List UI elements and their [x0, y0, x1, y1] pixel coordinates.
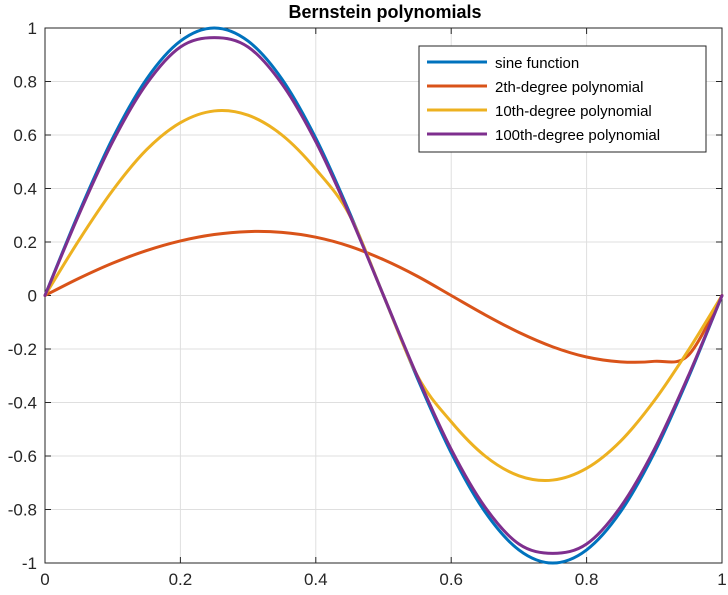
legend: sine function 2th-degree polynomial 10th-d…	[418, 45, 707, 153]
y-tick-label: -0.2	[8, 340, 37, 359]
x-tick-label: 0.4	[304, 570, 328, 589]
x-tick-label: 0.2	[169, 570, 193, 589]
legend-label: sine function	[495, 55, 579, 72]
legend-label: 100th-degree polynomial	[495, 127, 660, 144]
legend-label: 10th-degree polynomial	[495, 103, 652, 120]
y-tick-label: 0.2	[13, 233, 37, 252]
chart-title: Bernstein polynomials	[288, 2, 481, 22]
y-tick-label: 0.4	[13, 180, 37, 199]
y-tick-label: 0.8	[13, 73, 37, 92]
series-line-3	[43, 36, 724, 555]
x-tick-label: 0.8	[575, 570, 599, 589]
legend-label: 2th-degree polynomial	[495, 79, 643, 96]
series-line-1	[43, 229, 724, 364]
grid-lines	[44, 27, 723, 564]
y-tick-label: -0.4	[8, 394, 37, 413]
axis-ticks: 0 0.2 0.4 0.6 0.8 1 -1 -0.8 -0.6 -0.4 -0.2 0 0.2 0.4 0…	[8, 19, 727, 589]
x-tick-label: 0.6	[439, 570, 463, 589]
series-lines	[43, 26, 724, 565]
y-tick-label: 1	[28, 19, 37, 38]
y-tick-label: -0.6	[8, 447, 37, 466]
y-tick-label: 0	[28, 287, 37, 306]
x-tick-label: 1	[717, 570, 726, 589]
x-tick-label: 0	[40, 570, 49, 589]
y-tick-label: 0.6	[13, 126, 37, 145]
y-tick-label: -0.8	[8, 501, 37, 520]
y-tick-label: -1	[22, 554, 37, 573]
